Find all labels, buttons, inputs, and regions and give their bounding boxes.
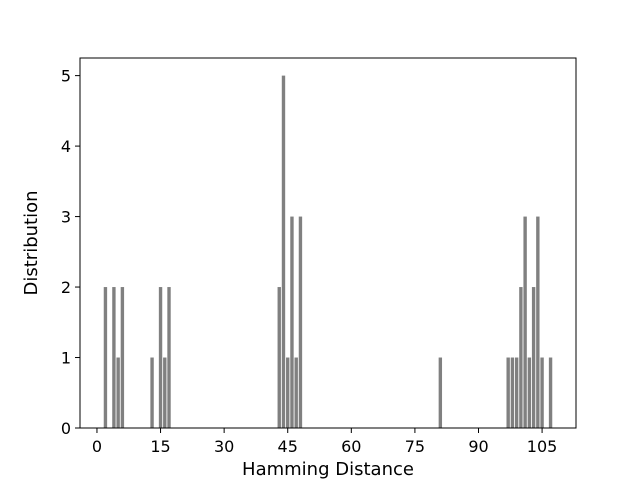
bar [298,216,303,428]
plot-frame [79,57,577,429]
bar [163,357,167,428]
bar [519,287,523,428]
bars-group [103,75,553,429]
y-tick-label: 4 [61,137,71,156]
bar [510,357,515,428]
y-tick-label: 5 [61,67,71,86]
y-tick-label: 0 [61,419,71,438]
y-tick-label: 1 [61,349,71,368]
x-tick-label: 30 [214,437,234,456]
bar [548,357,553,428]
y-axis-ticks: 0 1 2 3 4 5 [61,67,80,438]
bar [103,287,108,428]
bar [158,287,163,428]
bar [167,287,171,428]
bar [540,357,544,428]
bar [120,287,125,428]
bar [527,357,532,428]
x-tick-label: 105 [527,437,558,456]
bar [294,357,298,428]
bar [150,357,154,428]
x-axis-ticks: 0 15 30 45 60 75 90 105 [92,428,557,456]
y-axis-label: Distribution [21,190,42,295]
bar [290,216,294,428]
x-tick-label: 15 [150,437,170,456]
x-axis-label: Hamming Distance [242,459,414,480]
bar [112,287,116,428]
x-tick-label: 90 [468,437,488,456]
x-tick-label: 75 [405,437,425,456]
bar [514,357,519,428]
bar [536,216,540,428]
bar [523,216,527,428]
bar [506,357,510,428]
bar [116,357,120,428]
bar [286,357,290,428]
x-tick-label: 60 [341,437,361,456]
bar [281,75,286,429]
y-tick-label: 3 [61,208,71,227]
bar [277,287,281,428]
y-tick-label: 2 [61,278,71,297]
x-tick-label: 0 [92,437,102,456]
x-tick-label: 45 [278,437,298,456]
bar [531,287,536,428]
bar [438,357,443,428]
